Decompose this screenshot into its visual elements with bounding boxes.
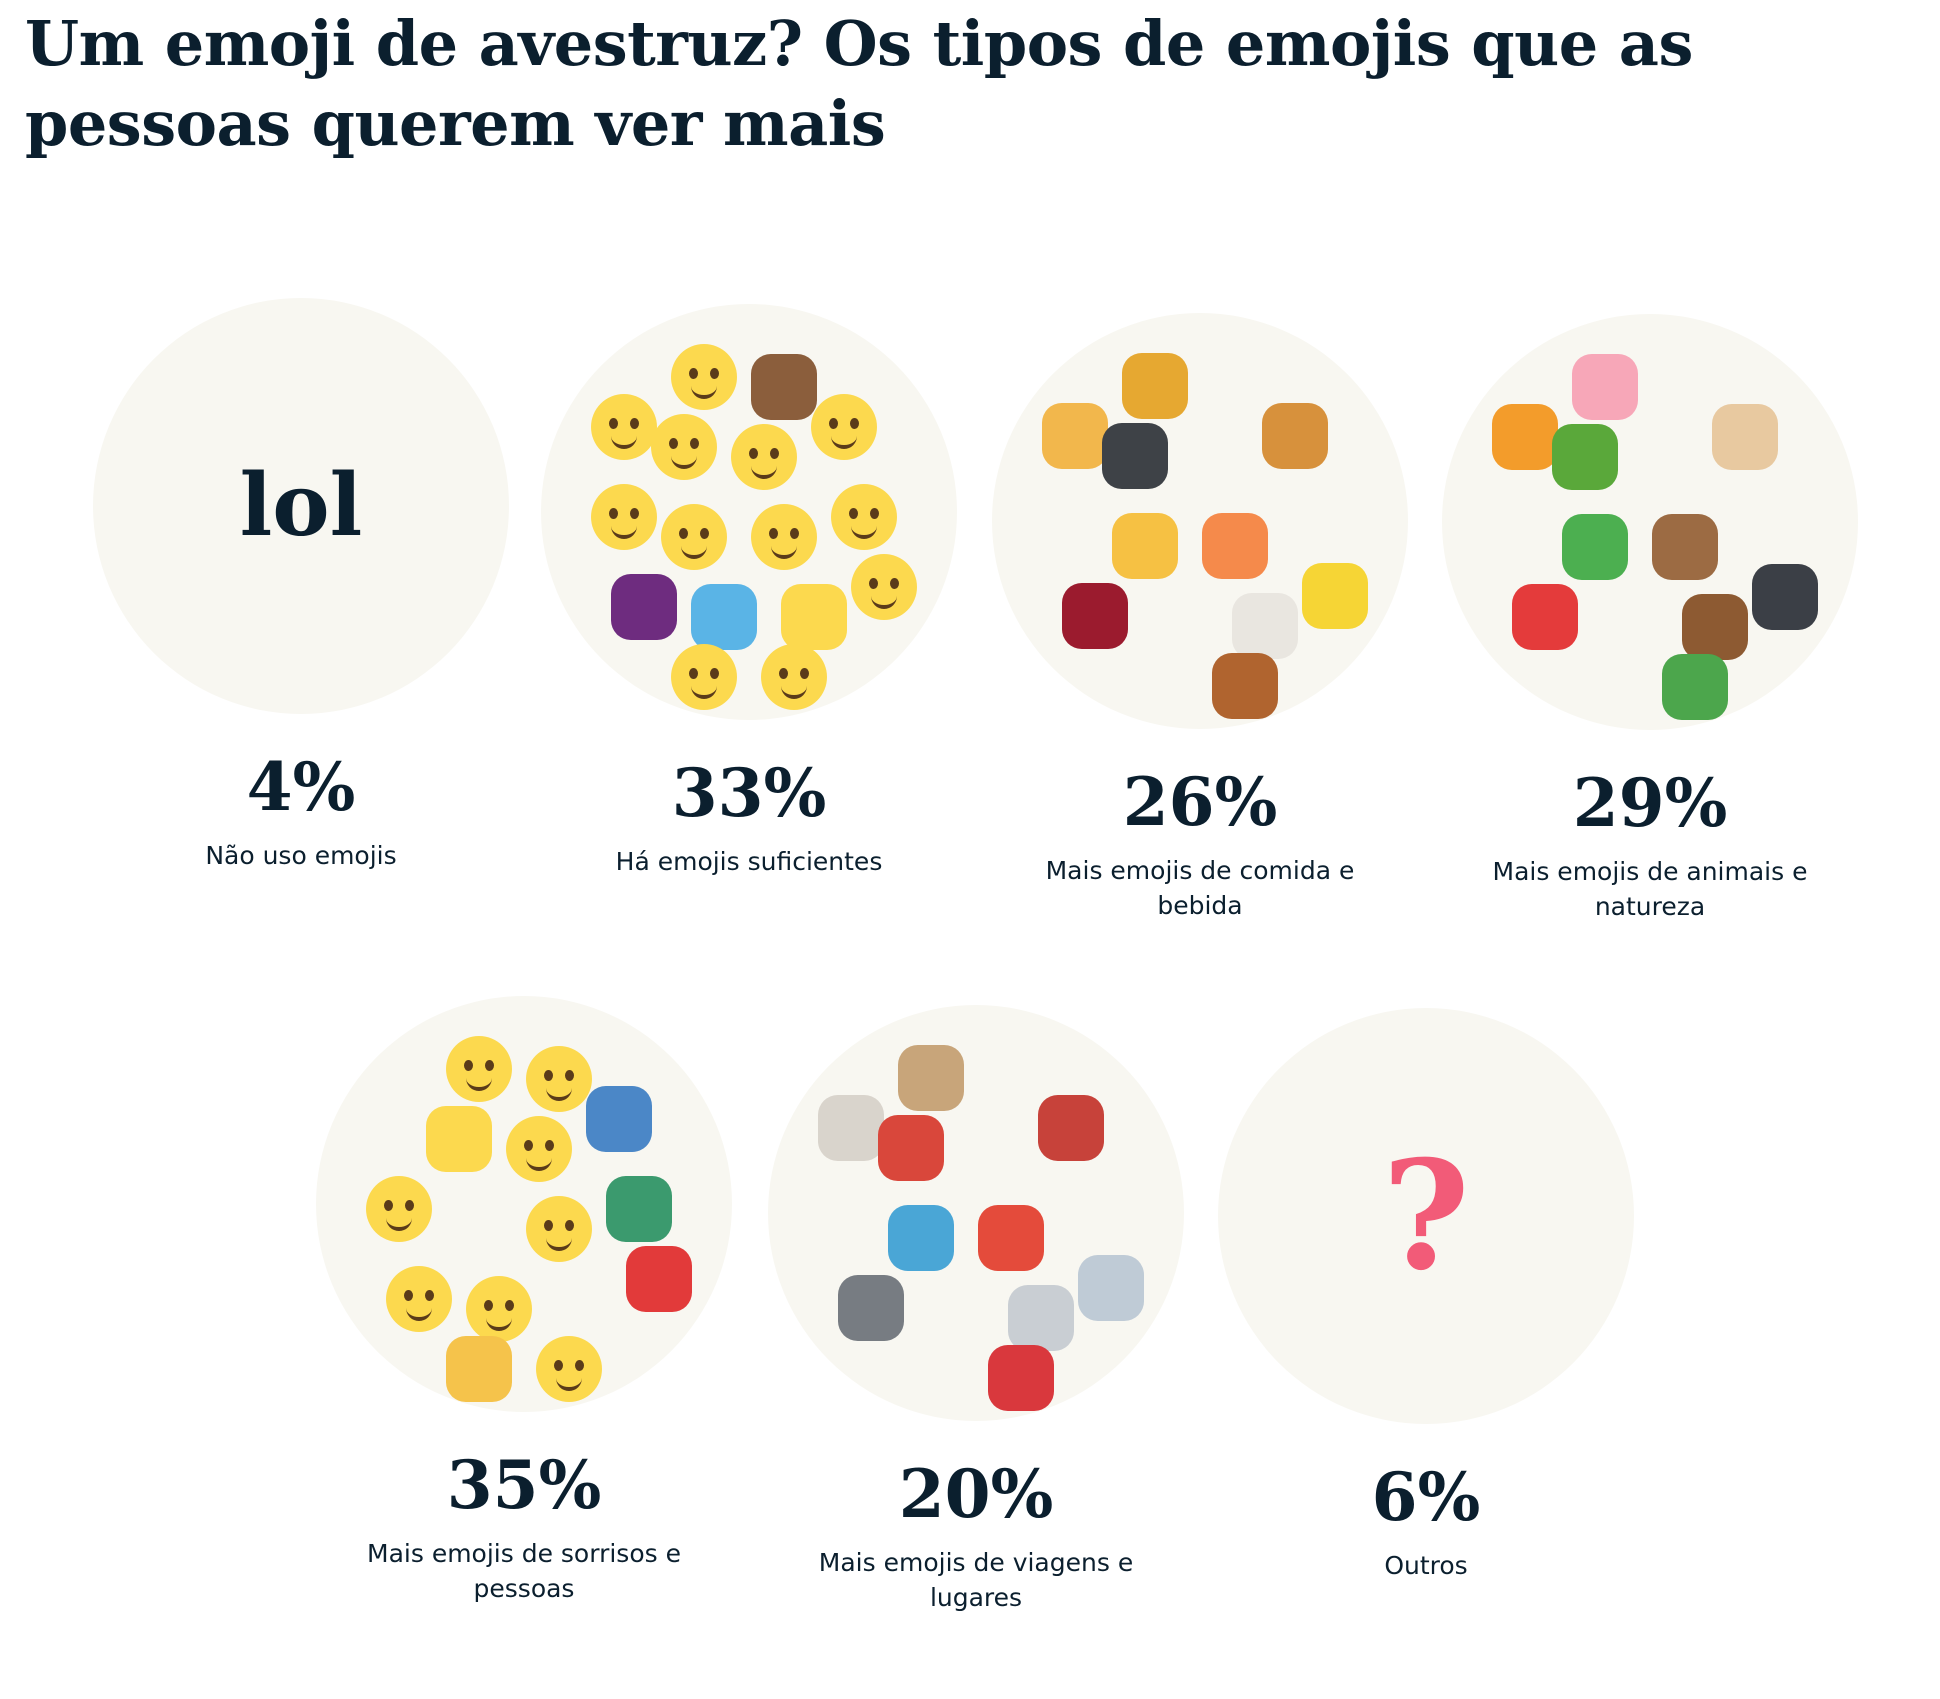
synagogue-icon — [1038, 1095, 1104, 1161]
smile-face-icon — [731, 424, 797, 490]
torii-gate-icon — [988, 1345, 1054, 1411]
pineapple-icon — [1122, 353, 1188, 419]
upside-down-face-icon — [526, 1046, 592, 1112]
man-icon — [446, 1336, 512, 1402]
blush-face-icon — [671, 344, 737, 410]
grin-face-icon — [506, 1116, 572, 1182]
crab-icon — [1512, 584, 1578, 650]
category-label: Não uso emojis — [205, 841, 397, 870]
category-disc — [1442, 314, 1858, 730]
category-label: Mais emojis de comida e bebida — [1045, 856, 1355, 920]
percentage-value: 33% — [671, 754, 827, 832]
cheese-icon — [1302, 563, 1368, 629]
page-title: Um emoji de avestruz? Os tipos de emojis… — [25, 7, 1693, 160]
grimace-face-icon — [671, 644, 737, 710]
wink-tongue-face-icon — [526, 1196, 592, 1262]
sunglasses-face-icon — [651, 414, 717, 480]
beers-icon — [1112, 513, 1178, 579]
peach-icon — [1202, 513, 1268, 579]
category-label: Mais emojis de viagens e lugares — [818, 1548, 1134, 1612]
heart-eyes-face-icon — [761, 644, 827, 710]
frown-face-icon — [831, 484, 897, 550]
wink-face-icon — [466, 1276, 532, 1342]
category-disc — [992, 313, 1408, 729]
church-icon — [818, 1095, 884, 1161]
kiss-face-icon — [591, 394, 657, 460]
lol-text: lol — [239, 455, 363, 556]
laugh-cry-face-icon — [811, 394, 877, 460]
palm-tree-icon — [1562, 514, 1628, 580]
eggplant-icon — [611, 574, 677, 640]
drumstick-icon — [1212, 653, 1278, 719]
category-label: Mais emojis de animais e natureza — [1492, 857, 1808, 921]
wine-icon — [1062, 583, 1128, 649]
droplets-icon — [691, 584, 757, 650]
pug-icon — [1712, 404, 1778, 470]
angry-face-icon — [661, 504, 727, 570]
pizza-icon — [1042, 403, 1108, 469]
tiger-icon — [1492, 404, 1558, 470]
nerd-face-icon — [751, 504, 817, 570]
shop-icon — [838, 1275, 904, 1341]
laugh-cry-face-icon — [446, 1036, 512, 1102]
dancer-icon — [626, 1246, 692, 1312]
statue-of-liberty-icon — [888, 1205, 954, 1271]
school-icon — [898, 1045, 964, 1111]
blush-face-icon — [536, 1336, 602, 1402]
percentage-value: 6% — [1371, 1458, 1481, 1536]
percentage-value: 26% — [1122, 763, 1278, 841]
coffee-icon — [1232, 593, 1298, 659]
shamrock-icon — [1552, 424, 1618, 490]
thumbs-up-icon — [781, 584, 847, 650]
woman-icon — [426, 1106, 492, 1172]
poop-icon — [751, 354, 817, 420]
classical-building-icon — [1008, 1285, 1074, 1351]
bowing-person-icon — [586, 1086, 652, 1152]
category-disc — [768, 1005, 1184, 1421]
walking-man-icon — [606, 1176, 672, 1242]
stew-icon — [1102, 423, 1168, 489]
category-label: Mais emojis de sorrisos e pessoas — [367, 1539, 681, 1603]
pig-icon — [1572, 354, 1638, 420]
percentage-value: 35% — [446, 1446, 602, 1524]
category-disc — [93, 298, 509, 714]
cat-icon — [1752, 564, 1818, 630]
hospital-icon — [1078, 1255, 1144, 1321]
laugh-cry-face-icon — [591, 484, 657, 550]
burger-icon — [1262, 403, 1328, 469]
castle-icon — [878, 1115, 944, 1181]
percentage-value: 4% — [246, 748, 356, 826]
bear-icon — [1652, 514, 1718, 580]
percentage-value: 29% — [1572, 764, 1728, 842]
category-label: Há emojis suficientes — [615, 847, 883, 876]
cactus-icon — [1662, 654, 1728, 720]
scream-face-icon — [851, 554, 917, 620]
monkey-icon — [1682, 594, 1748, 660]
grin-face-icon — [386, 1266, 452, 1332]
question-mark-icon: ? — [1382, 1128, 1470, 1304]
category-label: Outros — [1384, 1551, 1468, 1580]
tokyo-tower-icon — [978, 1205, 1044, 1271]
smile-face-icon — [366, 1176, 432, 1242]
category-disc — [1218, 1008, 1634, 1424]
percentage-value: 20% — [898, 1455, 1054, 1533]
